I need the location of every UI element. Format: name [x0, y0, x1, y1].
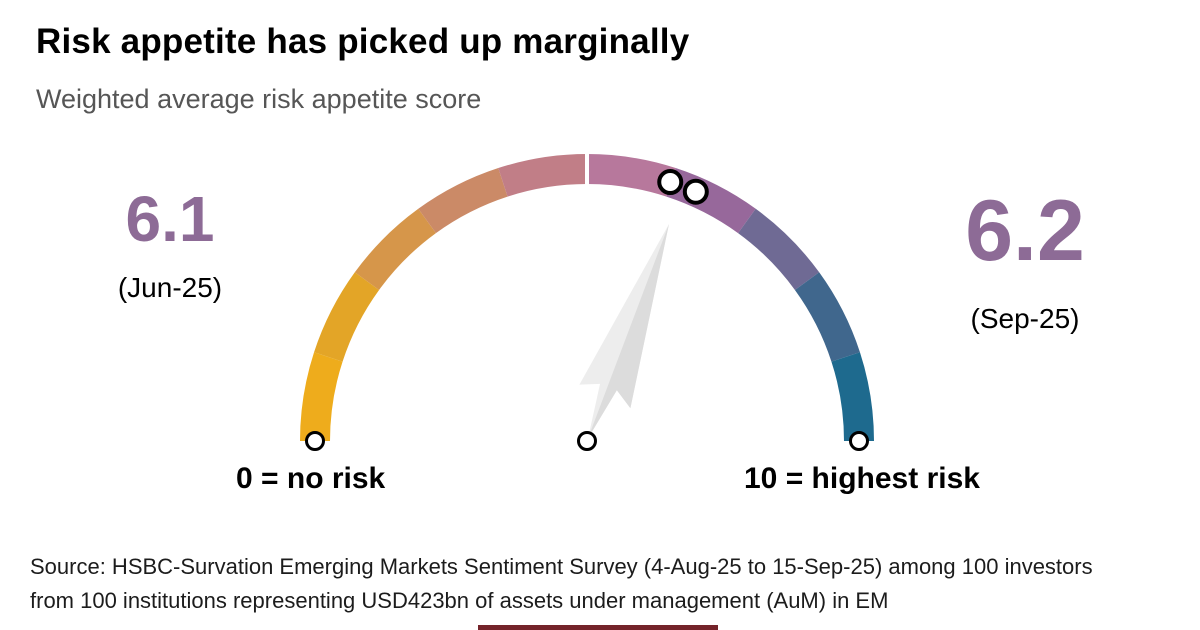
- gauge-segment: [300, 352, 343, 442]
- gauge-needle-shade: [588, 223, 670, 439]
- page-title: Risk appetite has picked up marginally: [36, 22, 690, 61]
- page-subtitle: Weighted average risk appetite score: [36, 84, 482, 114]
- previous-score-value: 6.1: [125, 183, 215, 255]
- source-line-1: Source: HSBC-Survation Emerging Markets …: [30, 554, 1093, 579]
- previous-score-period: (Jun-25): [117, 272, 223, 303]
- gauge-needle: [579, 223, 670, 439]
- gauge-max-marker: [849, 431, 869, 451]
- current-score-period: (Sep-25): [970, 303, 1080, 334]
- source-line-2: from 100 institutions representing USD42…: [30, 588, 889, 613]
- gauge-segment: [354, 208, 437, 291]
- gauge-segment: [314, 272, 380, 362]
- gauge-min-label: 0 = no risk: [236, 462, 386, 495]
- gauge-max-label: 10 = highest risk: [744, 462, 980, 495]
- gauge-segment: [418, 168, 508, 234]
- gauge-segment: [737, 208, 820, 291]
- gauge-segment: [794, 272, 860, 362]
- footer-accent-bar: [478, 625, 718, 630]
- current-score-value: 6.2: [965, 183, 1085, 279]
- gauge-value-marker: [682, 178, 709, 205]
- gauge-value-marker: [657, 169, 684, 196]
- gauge-pivot-marker: [577, 431, 597, 451]
- gauge-segment: [666, 168, 756, 234]
- gauge-segment: [831, 352, 874, 442]
- source-note: Source: HSBC-Survation Emerging Markets …: [30, 550, 1093, 618]
- gauge-min-marker: [305, 431, 325, 451]
- gauge-segment: [498, 154, 588, 197]
